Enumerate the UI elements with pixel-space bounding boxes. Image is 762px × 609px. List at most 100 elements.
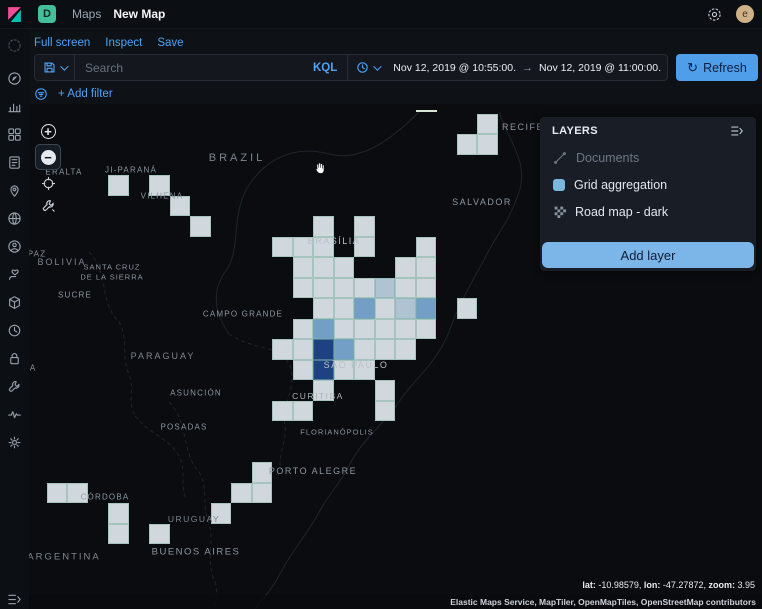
- add-filter-button[interactable]: + Add filter: [58, 88, 113, 100]
- date-from[interactable]: Nov 12, 2019 @ 10:55:00.: [393, 61, 517, 74]
- grid-cell: [46, 482, 67, 503]
- divider: [347, 55, 349, 80]
- sidebar-item-dev-tools-icon[interactable]: [7, 379, 22, 394]
- country-borders: [88, 111, 523, 609]
- grid-cell: [272, 236, 293, 257]
- map-label: ERALTA: [45, 167, 83, 177]
- sidebar-item-maps-icon[interactable]: [7, 183, 22, 198]
- sidebar-item-visualize-icon[interactable]: [7, 99, 22, 114]
- grid-cell: [395, 298, 416, 319]
- grid-cell: [395, 318, 416, 339]
- grid-cell: [292, 318, 313, 339]
- grid-cell: [231, 482, 252, 503]
- grid-cell: [374, 339, 395, 360]
- grid-cell: [149, 175, 170, 196]
- search-input[interactable]: [75, 60, 303, 75]
- grid-cell: [374, 318, 395, 339]
- sidebar-item-canvas-icon[interactable]: [7, 155, 22, 170]
- sidebar-item-discover-icon[interactable]: [7, 71, 22, 86]
- sidebar-item-stack-monitoring-icon[interactable]: [7, 407, 22, 422]
- sidebar-item-graph-icon[interactable]: [7, 239, 22, 254]
- map-label: SÃO PAULO: [323, 360, 389, 370]
- sidebar-item-recently-viewed-icon[interactable]: [7, 38, 22, 53]
- grid-cell: [108, 503, 129, 524]
- grid-cell: [333, 257, 354, 278]
- grid-cell: [333, 318, 354, 339]
- grid-cell: [292, 277, 313, 298]
- menu-inspect[interactable]: Inspect: [105, 37, 143, 49]
- breadcrumb-page: New Map: [113, 7, 166, 21]
- globe-icon[interactable]: [707, 7, 722, 22]
- grid-cell: [354, 298, 375, 319]
- date-quick-menu[interactable]: [348, 55, 387, 80]
- grid-cell: [251, 462, 272, 483]
- set-view-button[interactable]: [37, 172, 59, 194]
- grid-cell: [415, 298, 436, 319]
- add-layer-button[interactable]: Add layer: [542, 242, 754, 268]
- grid-cell: [395, 277, 416, 298]
- menu-save[interactable]: Save: [157, 37, 184, 49]
- grid-cell: [374, 277, 395, 298]
- breadcrumb-app[interactable]: Maps: [72, 7, 102, 21]
- grid-cell: [415, 236, 436, 257]
- grid-cell: [272, 339, 293, 360]
- collapse-panel-icon[interactable]: [730, 124, 744, 138]
- date-range-arrow: →: [522, 61, 534, 74]
- map-label: BOLIVIA: [37, 257, 87, 267]
- avatar[interactable]: e: [736, 5, 754, 23]
- refresh-icon: ↻: [687, 60, 699, 75]
- sidebar-item-apm-icon[interactable]: [7, 267, 22, 282]
- sidebar-item-siem-icon[interactable]: [7, 351, 22, 366]
- kql-language-button[interactable]: KQL: [313, 61, 338, 74]
- clock-icon: [357, 62, 369, 73]
- grid-cell: [149, 523, 170, 544]
- map-label: VILHENA: [140, 191, 184, 201]
- layer-label: Road map - dark: [575, 204, 669, 219]
- map-attribution[interactable]: Elastic Maps Service, MapTiler, OpenMapT…: [29, 595, 762, 609]
- grid-cell: [477, 134, 498, 155]
- divider: [74, 55, 75, 80]
- top-bar: D Maps New Map e: [0, 0, 762, 29]
- menu-full-screen[interactable]: Full screen: [34, 37, 91, 49]
- grid-cell: [415, 277, 436, 298]
- grid-cell: [108, 523, 129, 544]
- sidebar-item-dashboard-icon[interactable]: [7, 127, 22, 142]
- filter-icon: [35, 88, 47, 100]
- layers-panel-header: LAYERS: [540, 117, 756, 144]
- sidebar-item-uptime-icon[interactable]: [7, 323, 22, 338]
- layer-row-documents[interactable]: Documents: [540, 144, 756, 171]
- grid-cell: [292, 339, 313, 360]
- grid-cell: [374, 380, 395, 401]
- chevron-down-icon: [373, 61, 382, 71]
- map-label: ARGENTINA: [29, 551, 101, 563]
- sidebar-item-infrastructure-icon[interactable]: [7, 295, 22, 310]
- grid-cell: [313, 380, 334, 401]
- zoom-in-button[interactable]: +: [37, 120, 59, 142]
- saved-query-menu[interactable]: [35, 55, 74, 80]
- grid-cell: [292, 236, 313, 257]
- app-menu: Full screen Inspect Save: [29, 33, 184, 53]
- navigation-rail: [0, 29, 29, 609]
- kibana-logo[interactable]: [0, 0, 29, 29]
- sidebar-item-management-icon[interactable]: [7, 435, 22, 450]
- space-badge[interactable]: D: [38, 5, 56, 23]
- roadmap-grid-icon: [553, 205, 566, 218]
- grid-cell: [333, 298, 354, 319]
- map-label: CURITIBA: [292, 391, 344, 401]
- date-to[interactable]: Nov 12, 2019 @ 11:00:00.: [539, 61, 661, 74]
- draw-tools-button[interactable]: [37, 194, 59, 216]
- map-label: ASUNCIÓN: [170, 388, 222, 398]
- grid-cell: [354, 318, 375, 339]
- refresh-button[interactable]: ↻ Refresh: [676, 54, 758, 81]
- grid-cell: [313, 298, 334, 319]
- grid-cell: [251, 482, 272, 503]
- layer-row-road-map-dark[interactable]: Road map - dark: [540, 198, 756, 225]
- map-label: URUGUAY: [167, 514, 221, 524]
- zoom-out-button[interactable]: −: [35, 144, 61, 170]
- sidebar-item-machine-learning-icon[interactable]: [7, 211, 22, 226]
- layer-row-grid-aggregation[interactable]: Grid aggregation: [540, 171, 756, 198]
- map-canvas[interactable]: ERALTA JI-PARANÁ VILHENA BRAZIL PAZ BOLIVIA SA…: [29, 104, 762, 609]
- crosshair-icon: [41, 176, 55, 190]
- collapse-nav-icon[interactable]: [7, 592, 22, 607]
- grid-cell: [354, 339, 375, 360]
